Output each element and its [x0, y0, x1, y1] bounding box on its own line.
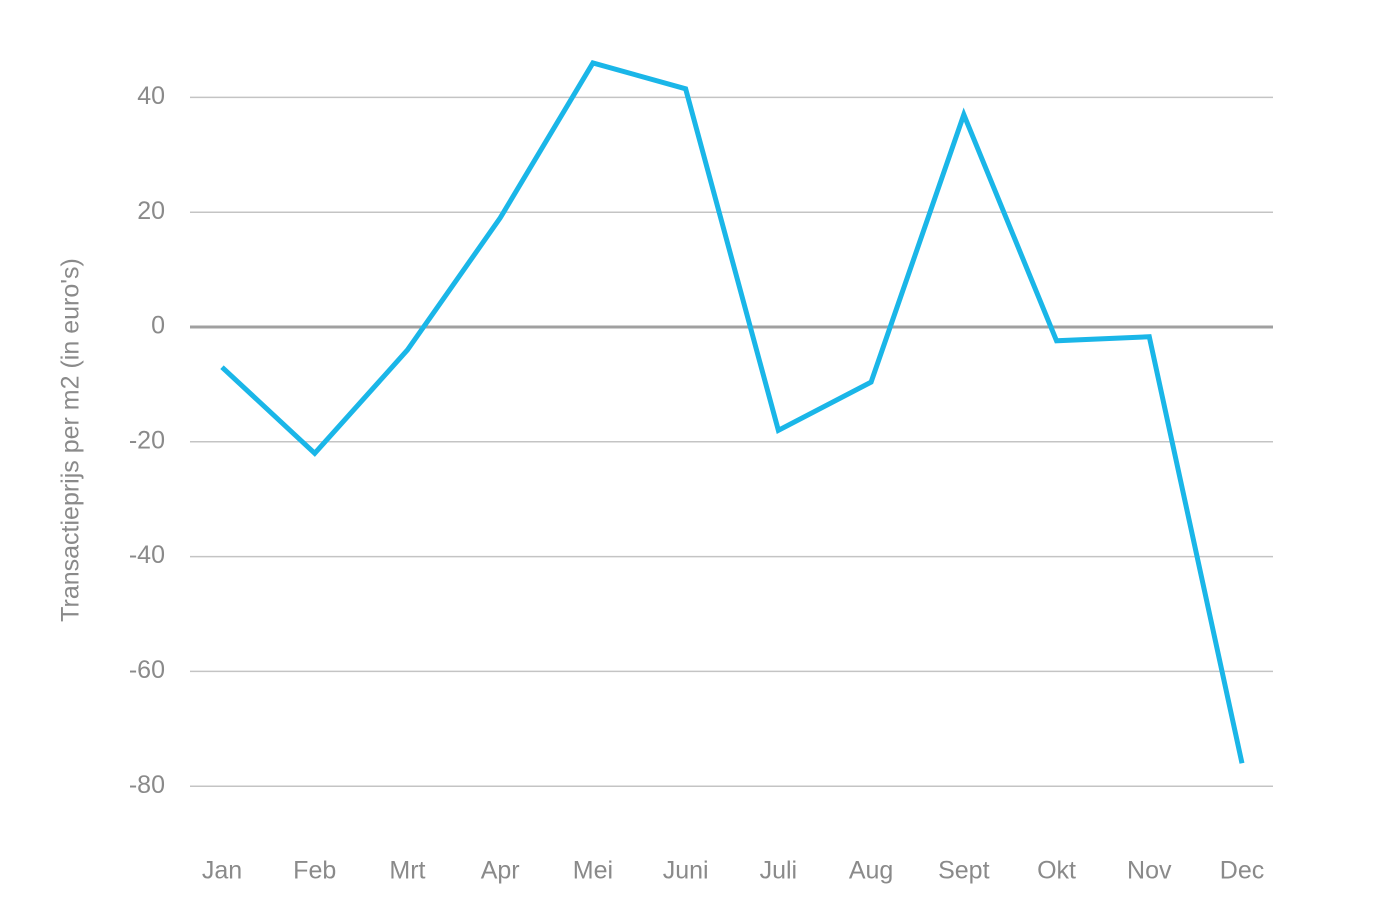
y-tick-label: -20	[129, 426, 165, 454]
y-tick-label: 0	[151, 312, 165, 340]
x-tick-label: Aug	[849, 857, 893, 885]
x-tick-label: Juli	[760, 857, 798, 885]
y-axis-title: Transactieprijs per m2 (in euro's)	[57, 258, 85, 622]
x-tick-label: Juni	[663, 857, 709, 885]
data-line	[220, 60, 1245, 764]
x-tick-label: Dec	[1220, 857, 1264, 885]
y-tick-label: -80	[129, 771, 165, 799]
x-tick-label: Feb	[293, 857, 336, 885]
x-tick-label: Mei	[573, 857, 613, 885]
y-tick-label: -60	[129, 656, 165, 684]
x-tick-label: Apr	[481, 857, 520, 885]
x-tick-label: Okt	[1037, 857, 1076, 885]
y-tick-label: 20	[137, 197, 165, 225]
x-tick-label: Nov	[1127, 857, 1172, 885]
y-tick-label: -40	[129, 541, 165, 569]
y-tick-label: 40	[137, 82, 165, 110]
x-tick-label: Jan	[202, 857, 242, 885]
x-tick-label: Mrt	[389, 857, 425, 885]
x-tick-label: Sept	[938, 857, 989, 885]
